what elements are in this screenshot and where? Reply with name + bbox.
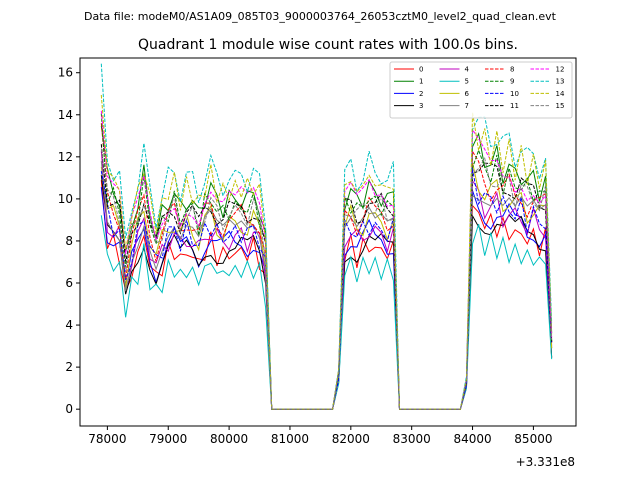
- y-tick-label: 12: [58, 150, 73, 164]
- legend-label-11: 11: [510, 102, 519, 110]
- legend-label-14: 14: [556, 90, 565, 98]
- legend-label-7: 7: [465, 102, 469, 110]
- data-file-suptitle: Data file: modeM0/AS1A09_085T03_90000037…: [84, 10, 557, 23]
- y-tick-label: 8: [65, 234, 73, 248]
- x-axis: 78000 79000 80000 81000 82000 83000 84000 85000: [88, 426, 552, 446]
- legend-label-10: 10: [510, 90, 519, 98]
- x-tick-label: 84000: [453, 432, 491, 446]
- y-axis: 0 2 4 6 8 10 12 14 16: [58, 66, 80, 416]
- x-tick-label: 80000: [210, 432, 248, 446]
- legend-label-3: 3: [419, 102, 423, 110]
- legend-label-9: 9: [510, 78, 514, 86]
- series-line-15: [100, 148, 553, 410]
- legend-label-13: 13: [556, 78, 565, 86]
- y-tick-label: 4: [65, 318, 73, 332]
- legend-label-1: 1: [419, 78, 423, 86]
- legend-label-2: 2: [419, 90, 423, 98]
- y-tick-label: 0: [65, 402, 73, 416]
- x-offset-label: +3.331e8: [516, 455, 575, 469]
- legend-label-5: 5: [465, 78, 469, 86]
- y-tick-label: 16: [58, 66, 73, 80]
- legend-label-0: 0: [419, 66, 423, 74]
- series-layer: [100, 63, 553, 410]
- x-tick-label: 78000: [88, 432, 126, 446]
- series-line-9: [100, 113, 553, 410]
- legend-label-12: 12: [556, 66, 565, 74]
- legend-box: [389, 61, 573, 119]
- legend-label-4: 4: [465, 66, 470, 74]
- y-tick-label: 10: [58, 192, 73, 206]
- x-tick-label: 81000: [271, 432, 309, 446]
- y-tick-label: 14: [58, 108, 73, 122]
- legend-label-6: 6: [465, 90, 470, 98]
- x-tick-label: 79000: [149, 432, 187, 446]
- plot-frame: [79, 57, 577, 427]
- series-line-8: [100, 123, 553, 410]
- y-tick-label: 6: [65, 276, 73, 290]
- chart-title: Quadrant 1 module wise count rates with …: [138, 37, 518, 53]
- legend-label-15: 15: [556, 102, 565, 110]
- series-line-14: [100, 94, 553, 410]
- y-tick-label: 2: [65, 360, 73, 374]
- x-tick-label: 82000: [332, 432, 370, 446]
- x-tick-label: 85000: [514, 432, 552, 446]
- x-tick-label: 83000: [393, 432, 431, 446]
- legend-label-8: 8: [510, 66, 514, 74]
